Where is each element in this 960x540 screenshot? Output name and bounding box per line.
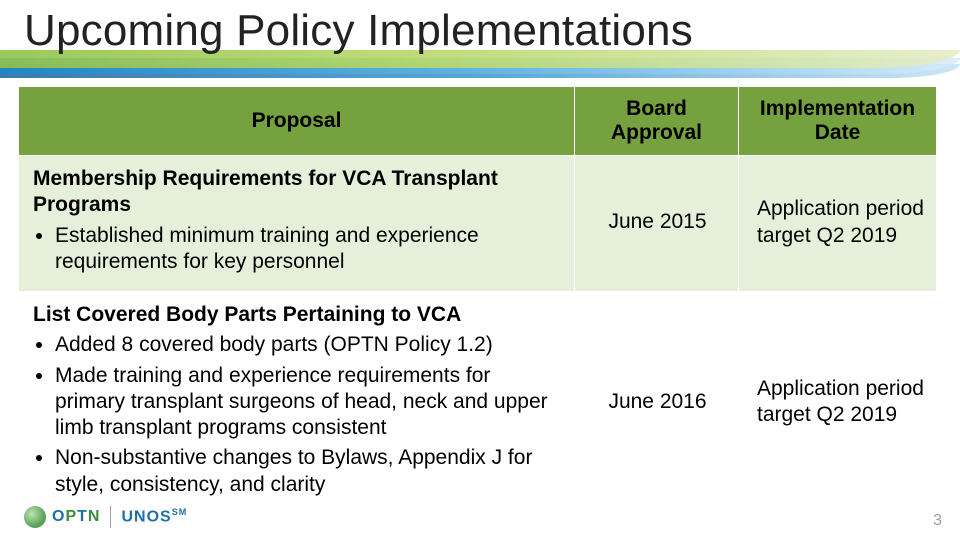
sm-mark: SM <box>172 507 188 517</box>
optn-logo-icon <box>24 506 46 528</box>
unos-logo-text: UNOSSM <box>121 507 187 526</box>
bullet-item: Established minimum training and experie… <box>55 223 562 276</box>
proposal-title: List Covered Body Parts Pertaining to VC… <box>33 302 562 328</box>
board-approval-cell: June 2016 <box>575 292 739 515</box>
policy-table: Proposal Board Approval Implementation D… <box>18 86 937 515</box>
footer: OPTN UNOSSM <box>24 506 187 528</box>
table-row: Membership Requirements for VCA Transpla… <box>19 156 937 292</box>
logo-divider <box>110 506 111 528</box>
page-title: Upcoming Policy Implementations <box>24 6 693 56</box>
table-row: List Covered Body Parts Pertaining to VC… <box>19 292 937 515</box>
proposal-title: Membership Requirements for VCA Transpla… <box>33 166 562 219</box>
bullet-item: Added 8 covered body parts (OPTN Policy … <box>55 332 562 358</box>
col-header-proposal: Proposal <box>19 87 575 156</box>
optn-logo-text: OPTN <box>52 508 100 526</box>
table-header-row: Proposal Board Approval Implementation D… <box>19 87 937 156</box>
proposal-cell: List Covered Body Parts Pertaining to VC… <box>19 292 575 515</box>
proposal-bullets: Added 8 covered body parts (OPTN Policy … <box>55 332 562 498</box>
col-header-approval: Board Approval <box>575 87 739 156</box>
implementation-cell: Application period target Q2 2019 <box>739 156 937 292</box>
bullet-item: Non-substantive changes to Bylaws, Appen… <box>55 445 562 498</box>
unos-label: UNOS <box>121 509 171 526</box>
implementation-cell: Application period target Q2 2019 <box>739 292 937 515</box>
bullet-item: Made training and experience requirement… <box>55 363 562 442</box>
optn-logo: OPTN <box>24 506 100 528</box>
proposal-bullets: Established minimum training and experie… <box>55 223 562 276</box>
proposal-cell: Membership Requirements for VCA Transpla… <box>19 156 575 292</box>
col-header-implementation: Implementation Date <box>739 87 937 156</box>
board-approval-cell: June 2015 <box>575 156 739 292</box>
page-number: 3 <box>933 512 942 530</box>
